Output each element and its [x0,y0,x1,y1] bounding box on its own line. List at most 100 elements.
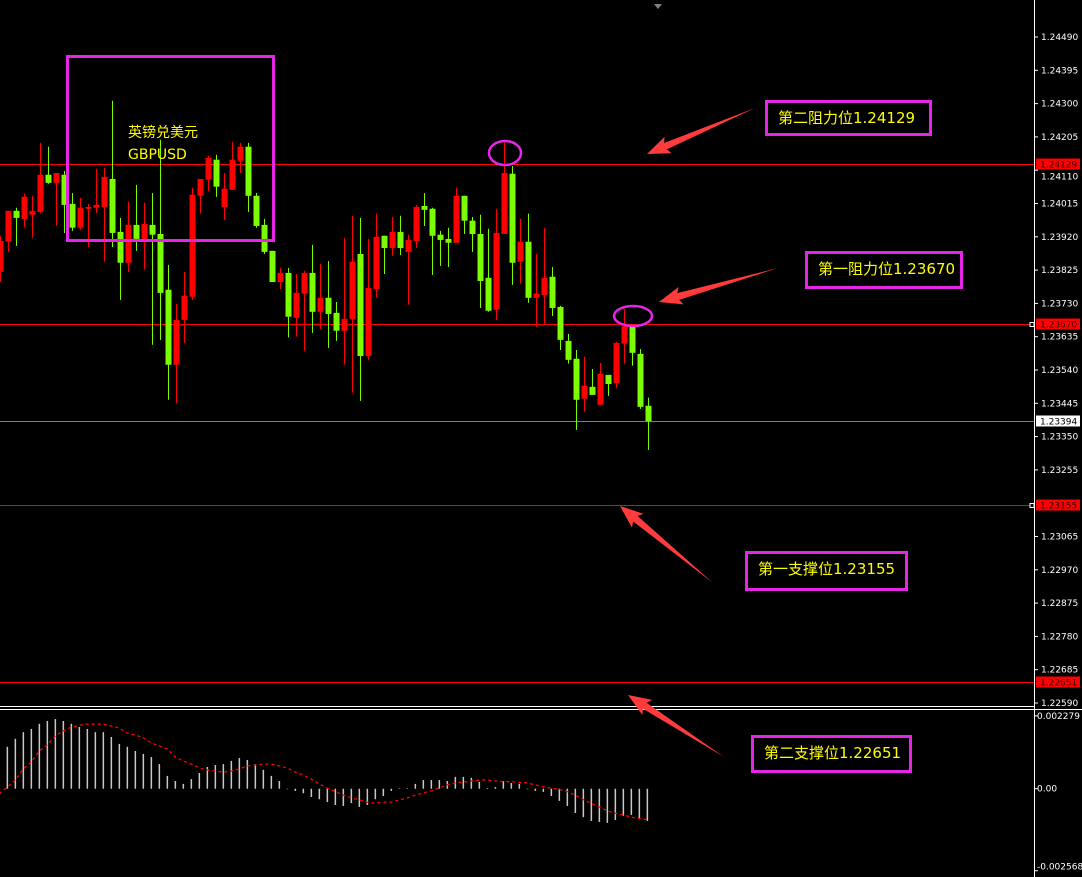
macd-histogram-bar [374,788,377,800]
candle [205,155,212,191]
level-price-tag-label: 1.23155 [1040,502,1077,512]
macd-histogram-bar [286,788,289,790]
candle [0,235,4,283]
price-tick-label: 1.23825 [1041,266,1078,276]
candle-body [485,277,492,311]
level-price-tag [1036,499,1080,511]
bid-price-tag-label: 1.23394 [1040,418,1077,428]
candle-body [501,173,508,234]
candle [397,215,404,256]
candle-body [261,224,268,252]
candle-body [141,223,148,239]
candle [645,397,652,450]
price-tick-label: 1.23065 [1041,532,1078,542]
macd-histogram-bar [622,788,625,816]
candle [325,260,332,348]
candle [117,217,124,300]
macd-histogram-bar [334,788,337,805]
candle [109,100,116,247]
candle-body [85,207,92,209]
candle [101,167,108,262]
candle [29,195,36,238]
candle [93,168,100,213]
candle [173,303,180,403]
candle [333,301,340,341]
candle [389,216,396,256]
macd-histogram-bar [142,753,145,789]
macd-histogram-bar [6,746,9,789]
candle-body [157,233,164,293]
candle [277,267,284,290]
candle [509,166,516,285]
candle [429,207,436,276]
macd-histogram-bar [134,751,137,789]
candle [549,266,556,317]
candle-body [245,146,252,196]
candle-body [333,312,340,331]
arrow-icon [659,268,778,305]
candle [189,187,196,300]
macd-histogram-bar [534,788,537,791]
macd-histogram-bar [366,788,369,805]
macd-histogram-bar [414,783,417,789]
candle-body [389,231,396,249]
macd-histogram-bar [398,788,401,789]
macd-histogram-bar [262,769,265,789]
macd-histogram-bar [630,788,633,815]
price-tick-label: 1.23540 [1041,366,1078,376]
macd-histogram-bar [54,719,57,789]
candle-body [341,318,348,331]
macd-histogram-bar [526,788,529,790]
resistance-2-note: 第二阻力位1.24129 [765,100,932,136]
macd-histogram-bar [390,788,393,791]
candle [581,356,588,412]
macd-histogram-bar [342,788,345,806]
candle-body [109,178,116,233]
candle [5,210,12,252]
candle [421,192,428,226]
price-tick-label: 1.23635 [1041,333,1078,343]
candle-body [557,306,564,340]
candle [621,309,628,364]
level-price-tag-label: 1.23670 [1040,321,1077,331]
support-2-note: 第二支撑位1.22651 [751,735,912,773]
candle-body [637,353,644,407]
macd-histogram-bar [422,780,425,789]
macd-histogram-bar [78,727,81,789]
candle-body [477,233,484,281]
level-price-tag-label: 1.24129 [1040,161,1077,171]
macd-histogram-bar [486,788,489,789]
candle-body [605,374,612,385]
candle-body [173,319,180,365]
macd-histogram-bar [550,788,553,797]
candle [613,341,620,388]
candle [53,173,60,226]
candle [605,374,612,396]
candle [373,213,380,298]
macd-histogram-bar [590,788,593,821]
candle [541,227,548,324]
macd-histogram-bar [566,788,569,806]
macd-histogram-bar [198,773,201,789]
level-anchor-marker [1029,322,1035,327]
support-1-note: 第一支撑位1.23155 [745,551,908,591]
candle-body [525,241,532,298]
candle-body [445,238,452,243]
candle-body [189,194,196,297]
price-tick-label: 1.24205 [1041,133,1078,143]
candle-body [269,250,276,283]
level-price-tag [1036,318,1080,330]
candle-body [197,178,204,196]
candle [309,244,316,333]
level-price-tag-label: 1.22651 [1040,679,1077,689]
macd-histogram-bar [254,764,257,789]
macd-histogram-bar [598,788,601,822]
candle [477,214,484,308]
candle-body [645,405,652,422]
macd-histogram-bar [326,788,329,803]
macd-histogram-bar [230,760,233,789]
candle [445,227,452,267]
macd-histogram-bar [318,788,321,800]
